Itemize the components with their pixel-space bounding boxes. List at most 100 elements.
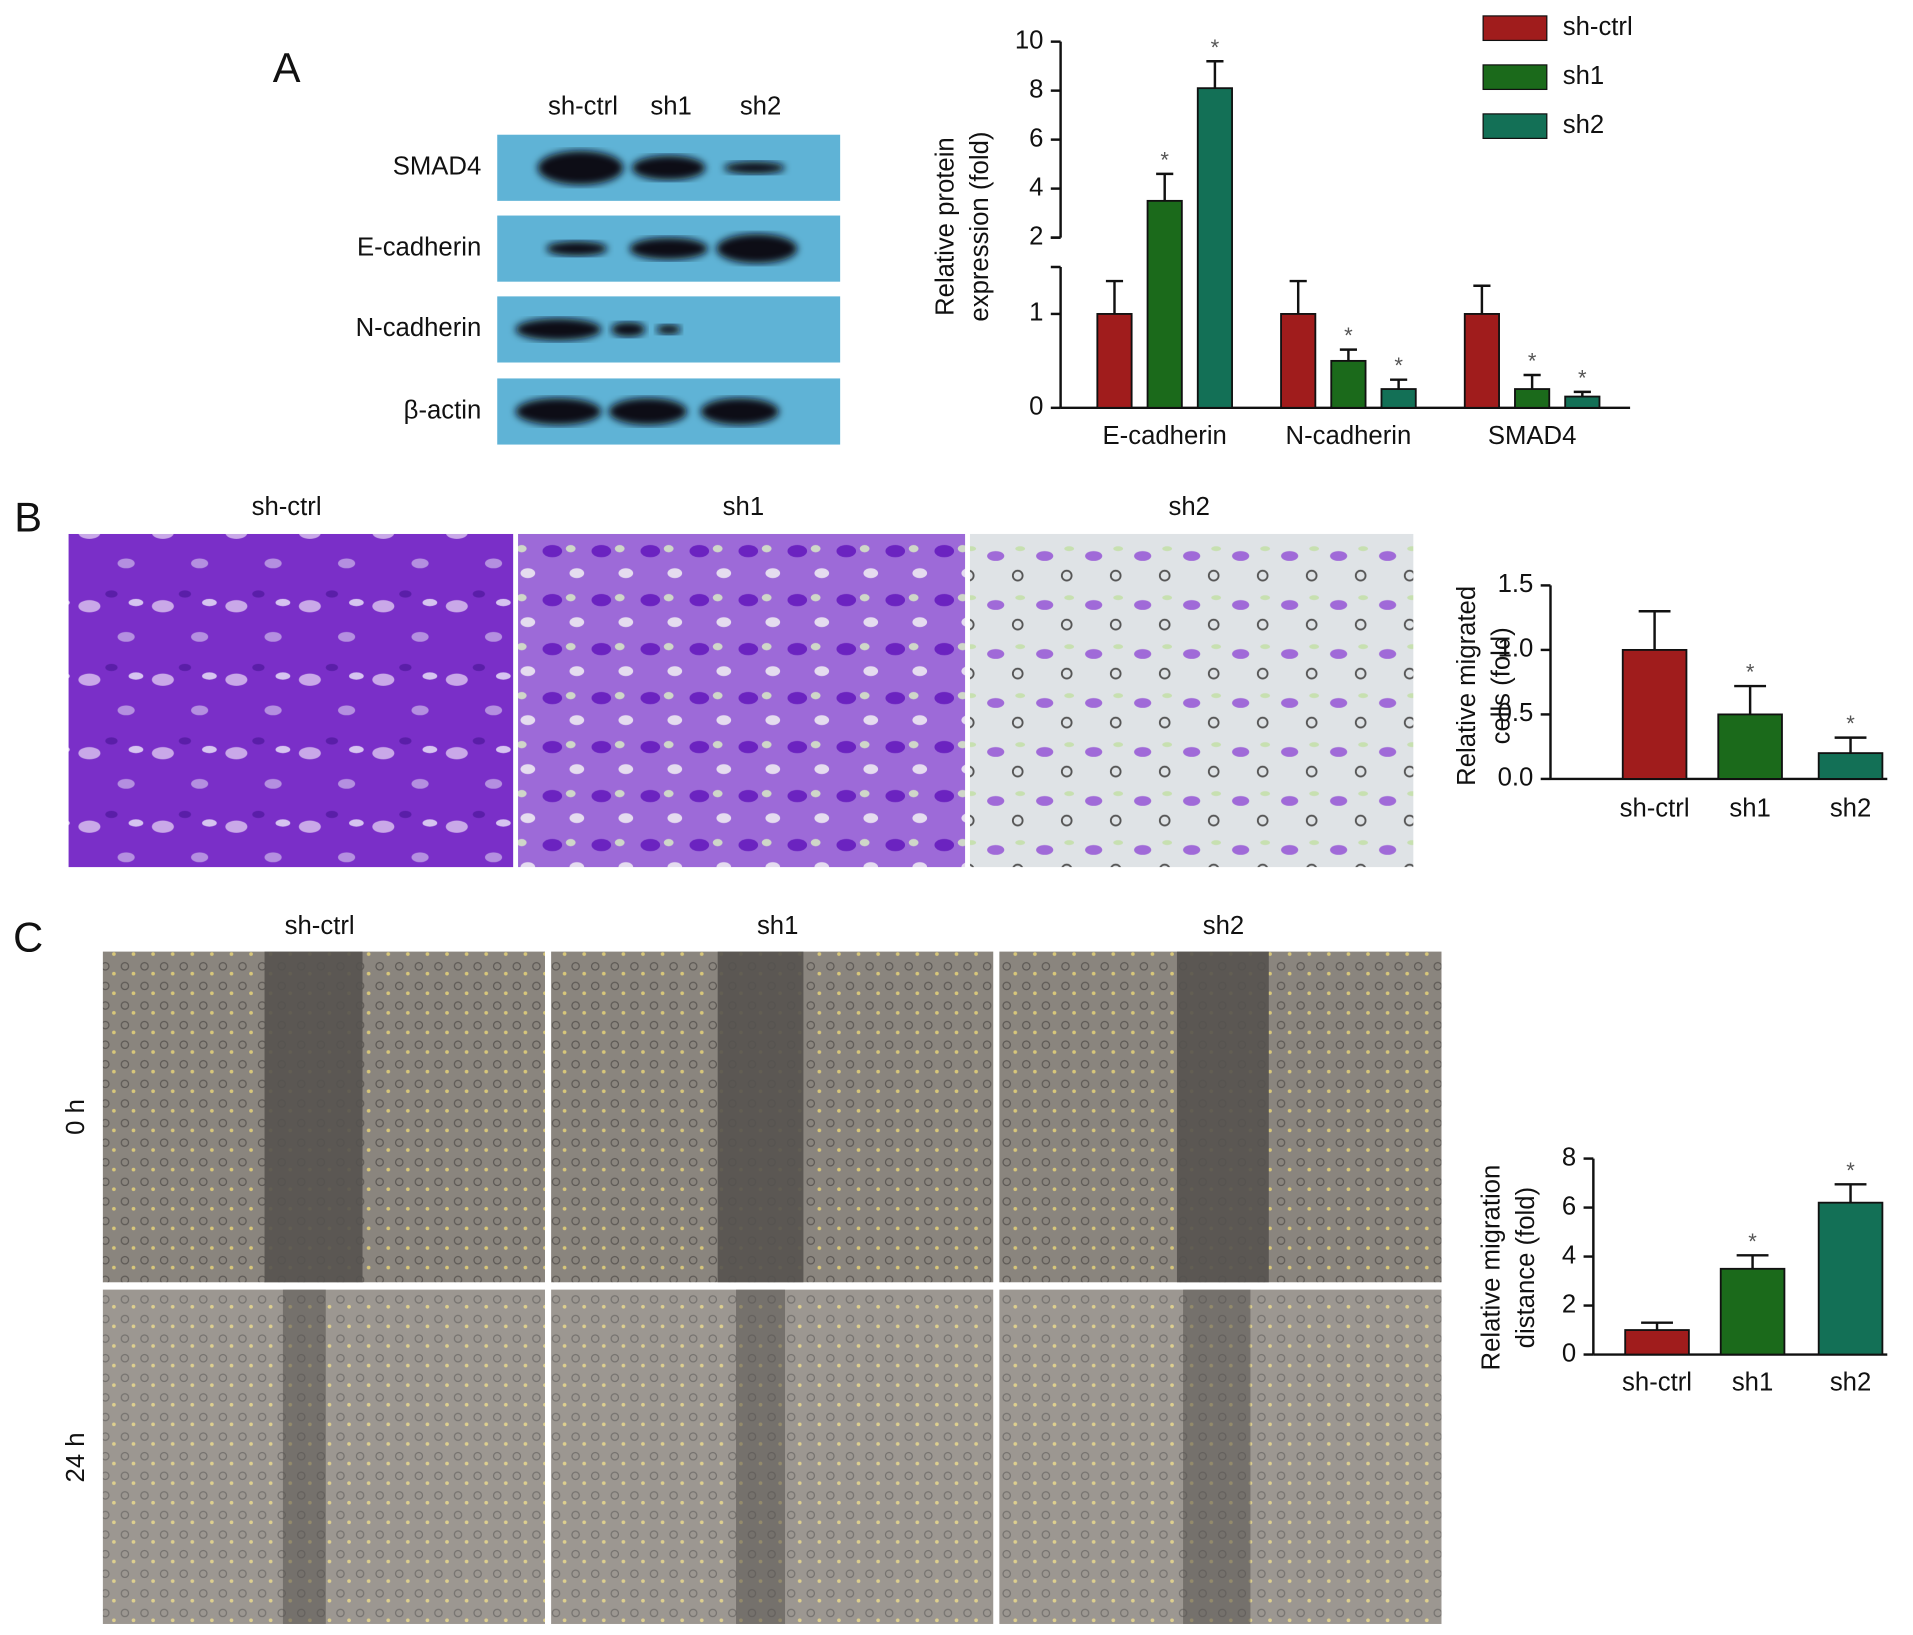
protein-label: SMAD4 <box>393 153 482 181</box>
error-bar <box>1834 736 1867 754</box>
bar <box>1280 313 1317 409</box>
y-axis-label: expression (fold) <box>966 132 994 322</box>
blot-band <box>629 237 708 260</box>
legend-label: sh2 <box>1563 111 1604 139</box>
bar <box>1514 388 1551 409</box>
legend-label: sh1 <box>1563 62 1604 90</box>
y-tick-label: 0 <box>1562 1339 1576 1367</box>
significance-mark: * <box>1578 365 1587 390</box>
significance-mark: * <box>1846 711 1855 736</box>
protein-label: N-cadherin <box>356 314 482 342</box>
y-tick-label: 4 <box>1562 1241 1576 1269</box>
bar <box>1564 395 1601 409</box>
lane-label: sh-ctrl <box>548 93 618 121</box>
bar <box>1717 713 1783 780</box>
wound-gap <box>282 1289 326 1624</box>
panel-label: C <box>13 914 43 961</box>
y-tick-label: 0 <box>1029 393 1043 421</box>
blot-band <box>700 398 779 425</box>
image-title: sh2 <box>1168 493 1209 521</box>
bar <box>1463 313 1500 409</box>
bar <box>1330 359 1367 409</box>
bar <box>1196 87 1233 409</box>
image-title: sh1 <box>757 912 798 940</box>
error-bar <box>1206 60 1224 89</box>
error-bar <box>1339 348 1357 361</box>
bar <box>1719 1267 1786 1356</box>
legend-swatch <box>1482 113 1548 140</box>
wound-gap <box>736 1289 786 1624</box>
row-label: 24 h <box>62 1432 90 1482</box>
transwell-image <box>969 533 1414 868</box>
significance-mark: * <box>1394 353 1403 378</box>
y-tick-label: 10 <box>1015 26 1044 54</box>
legend-label: sh-ctrl <box>1563 13 1633 41</box>
bar <box>1817 1201 1884 1356</box>
image-title: sh-ctrl <box>285 912 355 940</box>
y-tick-label: 4 <box>1029 173 1043 201</box>
y-tick-label: 1 <box>1029 299 1043 327</box>
wound-gap <box>1183 1289 1251 1624</box>
y-tick-label: 1.0 <box>1498 635 1534 663</box>
x-tick-label: sh-ctrl <box>1620 794 1690 822</box>
bar <box>1817 752 1884 780</box>
error-bar <box>1289 279 1307 314</box>
y-axis-label: Relative protein <box>931 137 959 316</box>
bar <box>1621 648 1688 780</box>
blot-band <box>537 150 624 185</box>
y-axis-label: Relative migrated <box>1453 586 1481 786</box>
bar <box>1146 199 1183 409</box>
error-bar <box>1473 284 1491 314</box>
error-bar <box>1105 279 1124 314</box>
x-tick-label: N-cadherin <box>1286 422 1412 450</box>
significance-mark: * <box>1748 1229 1757 1254</box>
row-label: 0 h <box>62 1099 90 1135</box>
bar <box>1624 1329 1690 1356</box>
y-axis-label: cells (fold) <box>1488 627 1516 744</box>
significance-mark: * <box>1211 35 1220 60</box>
y-tick-label: 8 <box>1029 75 1043 103</box>
significance-mark: * <box>1746 660 1755 685</box>
y-tick-label: 2 <box>1562 1290 1576 1318</box>
panel-label: B <box>14 494 42 541</box>
y-tick-label: 6 <box>1562 1192 1576 1220</box>
image-title: sh2 <box>1203 912 1244 940</box>
x-tick-label: sh-ctrl <box>1622 1369 1692 1397</box>
error-bar <box>1573 390 1591 397</box>
error-bar <box>1156 172 1174 201</box>
blot-band <box>631 155 706 181</box>
y-tick-label: 0.5 <box>1498 699 1534 727</box>
lane-label: sh2 <box>740 93 781 121</box>
blot-band <box>656 324 681 335</box>
wound-gap <box>717 951 804 1283</box>
blot-band <box>515 398 602 425</box>
blot-band <box>716 233 798 264</box>
legend-swatch <box>1482 15 1548 42</box>
y-axis-label: Relative migration <box>1478 1165 1506 1371</box>
wound-gap <box>264 951 363 1283</box>
bar <box>1096 313 1133 409</box>
transwell-image <box>68 533 514 868</box>
wound-gap <box>1176 951 1269 1283</box>
error-bar <box>1834 1183 1867 1203</box>
blot-band <box>515 318 602 341</box>
blot-band <box>611 322 646 337</box>
x-tick-label: E-cadherin <box>1103 422 1227 450</box>
blot-band <box>546 241 608 256</box>
significance-mark: * <box>1846 1158 1855 1183</box>
legend-swatch <box>1482 64 1548 91</box>
image-title: sh-ctrl <box>252 493 322 521</box>
lane-label: sh1 <box>650 93 691 121</box>
y-tick-label: 2 <box>1029 222 1043 250</box>
image-title: sh1 <box>723 493 764 521</box>
protein-label: E-cadherin <box>357 233 481 261</box>
x-tick-label: sh1 <box>1729 794 1770 822</box>
x-tick-label: sh1 <box>1732 1369 1773 1397</box>
error-bar <box>1641 1321 1673 1331</box>
x-tick-label: sh2 <box>1830 1369 1871 1397</box>
significance-mark: * <box>1160 147 1169 172</box>
bar <box>1380 388 1417 409</box>
protein-label: β-actin <box>404 396 482 424</box>
y-tick-label: 1.5 <box>1498 570 1534 598</box>
significance-mark: * <box>1344 323 1353 348</box>
